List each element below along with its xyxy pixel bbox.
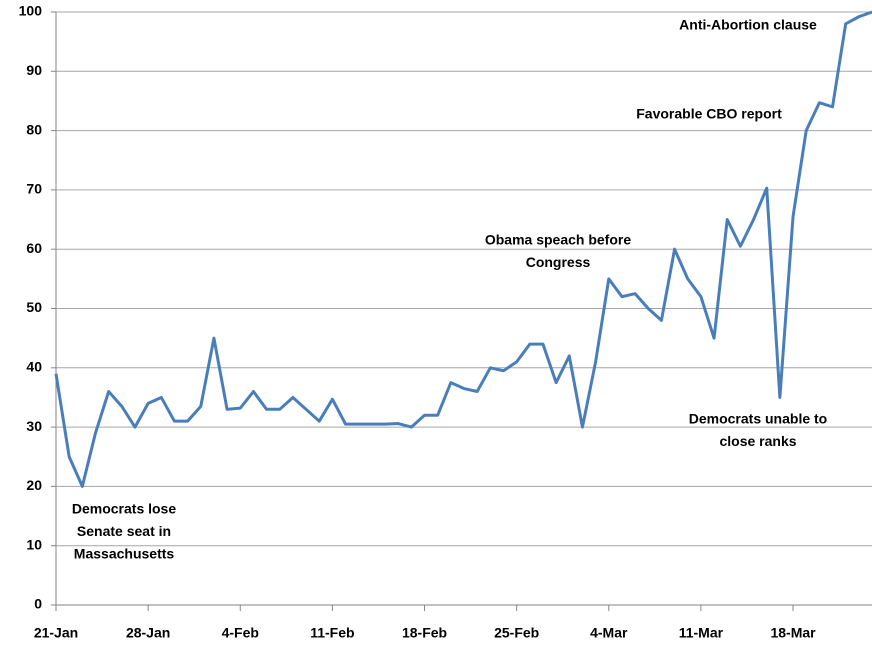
x-tick-label: 21-Jan xyxy=(34,625,78,641)
y-tick-label: 70 xyxy=(26,181,42,197)
annotation: Congress xyxy=(526,254,591,270)
x-tick-label: 25-Feb xyxy=(494,625,539,641)
x-tick-label: 4-Feb xyxy=(222,625,259,641)
y-tick-label: 10 xyxy=(26,536,42,552)
x-tick-label: 28-Jan xyxy=(126,625,170,641)
x-tick-label: 4-Mar xyxy=(590,625,628,641)
annotation: Obama speach before xyxy=(485,232,631,248)
annotation: close ranks xyxy=(719,433,796,449)
y-tick-label: 90 xyxy=(26,62,42,78)
y-tick-label: 50 xyxy=(26,299,42,315)
y-tick-label: 60 xyxy=(26,240,42,256)
y-tick-label: 100 xyxy=(19,3,43,19)
annotation: Massachusetts xyxy=(74,546,175,562)
y-tick-label: 30 xyxy=(26,418,42,434)
x-tick-label: 11-Feb xyxy=(310,625,354,641)
y-tick-label: 20 xyxy=(26,477,42,493)
y-tick-label: 40 xyxy=(26,359,42,375)
annotation: Democrats lose xyxy=(72,501,176,517)
y-tick-label: 0 xyxy=(34,596,42,612)
annotation: Senate seat in xyxy=(77,523,171,539)
annotation: Democrats unable to xyxy=(689,411,827,427)
x-tick-label: 11-Mar xyxy=(679,625,724,641)
x-tick-label: 18-Mar xyxy=(770,625,816,641)
y-tick-label: 80 xyxy=(26,121,42,137)
x-tick-label: 18-Feb xyxy=(402,625,447,641)
data-line xyxy=(54,10,872,488)
annotation: Favorable CBO report xyxy=(636,106,782,122)
annotation: Anti-Abortion clause xyxy=(679,17,817,33)
